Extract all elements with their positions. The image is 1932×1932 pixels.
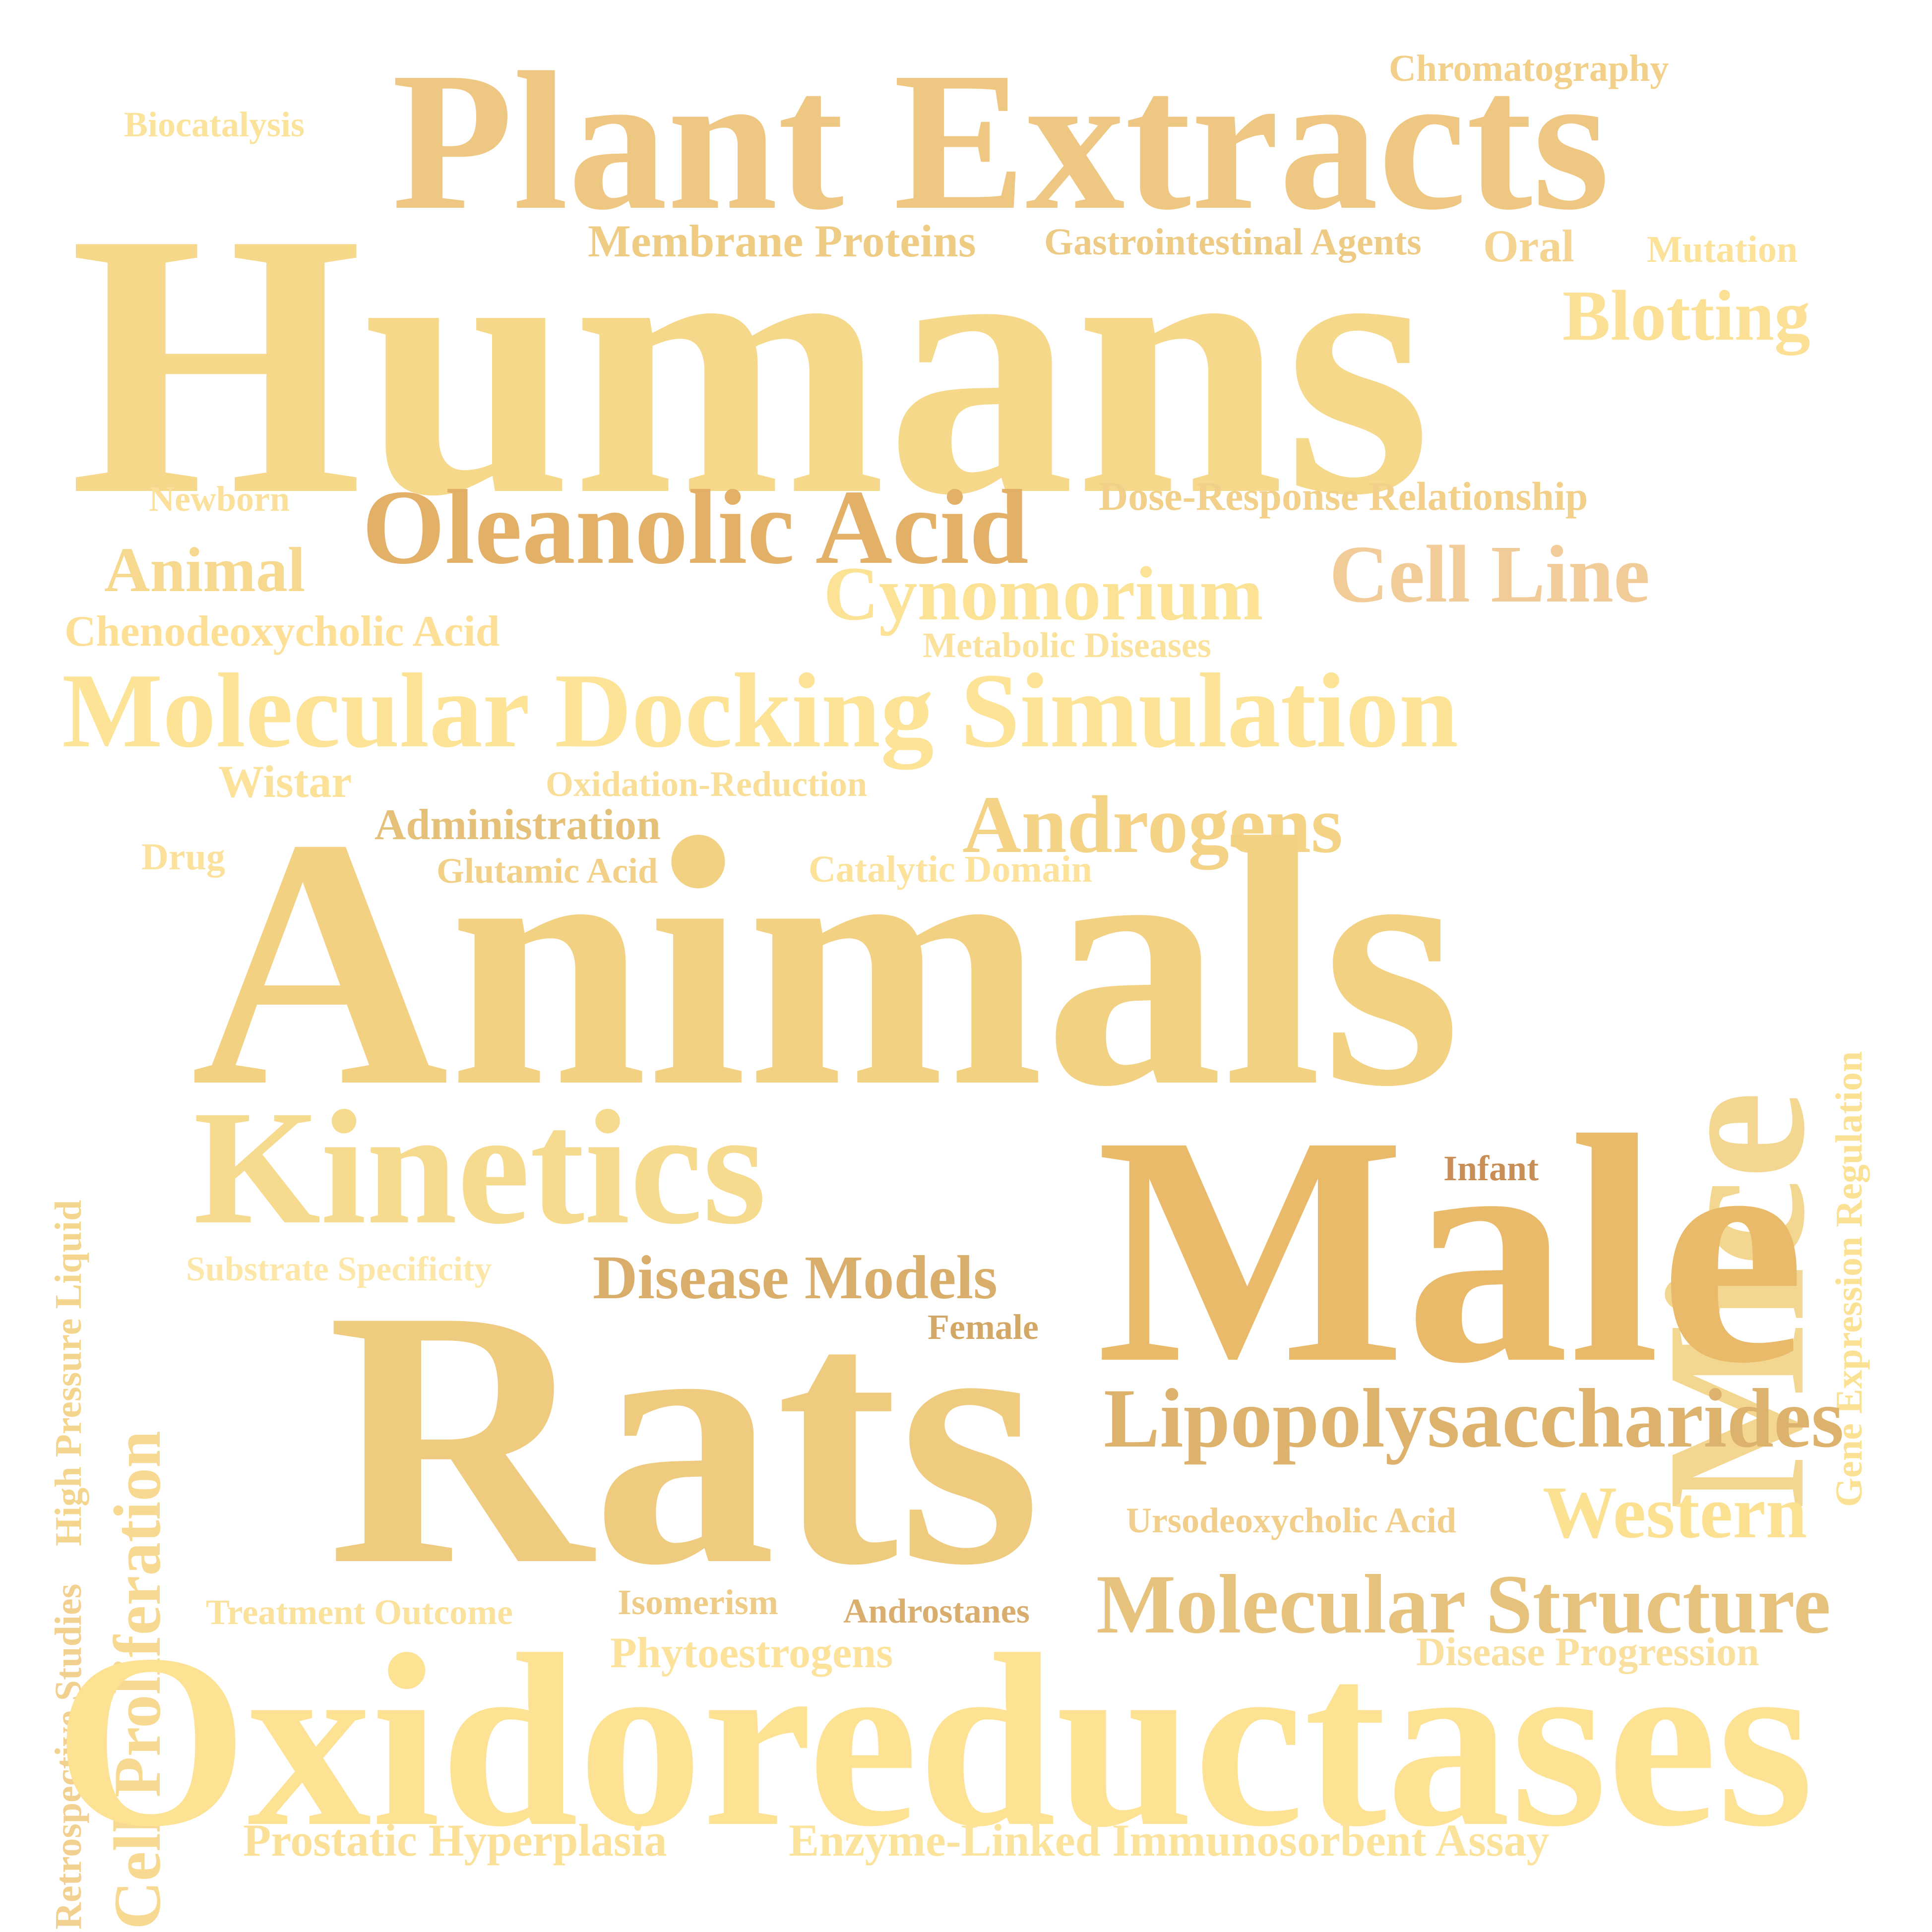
word-lipopolysaccharides: Lipopolysaccharides	[1104, 1372, 1844, 1465]
word-western: Western	[1543, 1471, 1807, 1554]
word-animal: Animal	[104, 535, 306, 605]
word-oral: Oral	[1483, 221, 1574, 271]
word-plant-extracts: Plant Extracts	[392, 31, 1610, 251]
word-androgens: Androgens	[962, 779, 1343, 870]
word-oxidoreductases: Oxidoreductases	[55, 1603, 1814, 1878]
word-blotting: Blotting	[1562, 276, 1810, 356]
word-phytoestrogens: Phytoestrogens	[610, 1629, 893, 1677]
word-androstanes: Androstanes	[843, 1592, 1030, 1630]
word-biocatalysis: Biocatalysis	[124, 105, 305, 144]
word-cell-line: Cell Line	[1329, 529, 1650, 619]
word-oxidation-reduction: Oxidation-Reduction	[546, 764, 868, 804]
word-disease-models: Disease Models	[593, 1244, 997, 1312]
word-drug: Drug	[141, 836, 225, 878]
word-dose-response-relationship: Dose-Response Relationship	[1099, 474, 1588, 519]
word-male: Male	[1096, 1068, 1806, 1431]
word-membrane-proteins: Membrane Proteins	[588, 216, 976, 266]
word-oleanolic-acid: Oleanolic Acid	[362, 468, 1029, 586]
word-female: Female	[928, 1307, 1039, 1347]
word-infant: Infant	[1443, 1148, 1539, 1188]
word-kinetics: Kinetics	[193, 1077, 766, 1258]
word-chenodeoxycholic-acid: Chenodeoxycholic Acid	[64, 607, 500, 656]
word-cynomorium: Cynomorium	[823, 551, 1263, 636]
word-molecular-docking-simulation: Molecular Docking Simulation	[62, 651, 1459, 770]
word-molecular-structure: Molecular Structure	[1096, 1558, 1831, 1651]
word-isomerism: Isomerism	[618, 1582, 778, 1622]
word-treatment-outcome: Treatment Outcome	[206, 1592, 513, 1632]
word-ursodeoxycholic-acid: Ursodeoxycholic Acid	[1126, 1501, 1456, 1540]
word-newborn: Newborn	[149, 479, 290, 519]
word-metabolic-diseases: Metabolic Diseases	[923, 625, 1211, 665]
word-catalytic-domain: Catalytic Domain	[809, 848, 1093, 890]
word-animals: Animals	[191, 764, 1461, 1160]
word-prostatic-hyperplasia: Prostatic Hyperplasia	[243, 1815, 667, 1866]
word-mutation: Mutation	[1647, 229, 1798, 270]
word-wistar: Wistar	[218, 756, 352, 807]
word-administration: Administration	[374, 801, 661, 849]
word-gastrointestinal-agents: Gastrointestinal Agents	[1044, 221, 1422, 263]
word-rats: Rats	[327, 1235, 1041, 1641]
word-enzyme-linked-immunosorbent-assay: Enzyme-Linked Immunosorbent Assay	[789, 1815, 1550, 1866]
word-high-pressure-liquid: High Pressure Liquid	[48, 1200, 89, 1546]
word-glutamic-acid: Glutamic Acid	[436, 851, 658, 891]
word-humans: Humans	[69, 156, 1432, 573]
word-chromatography: Chromatography	[1389, 48, 1669, 89]
word-disease-progression: Disease Progression	[1416, 1629, 1759, 1674]
word-substrate-specificity: Substrate Specificity	[186, 1250, 492, 1288]
